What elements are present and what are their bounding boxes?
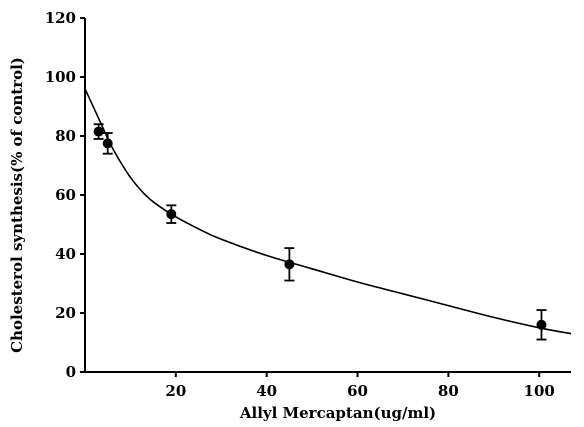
x-tick-label: 40 [256,382,277,400]
y-axis-title: Cholesterol synthesis(% of control) [8,57,26,353]
x-tick-label: 20 [165,382,186,400]
x-tick-label: 60 [347,382,368,400]
data-point [536,309,547,341]
y-tick-label: 40 [55,245,76,263]
data-marker [93,126,104,137]
data-marker [102,138,113,149]
y-axis-ticks: 0 20 40 60 80 100 120 [45,9,85,381]
data-marker [284,259,295,270]
data-point [284,247,295,282]
x-tick-label: 100 [524,382,555,400]
data-point [166,204,177,224]
data-marker [166,209,177,220]
x-axis-title: Allyl Mercaptan(ug/ml) [239,404,436,422]
y-tick-label: 0 [66,363,76,381]
y-tick-label: 60 [55,186,76,204]
data-marker [536,319,547,330]
data-point [93,123,104,140]
x-tick-label: 80 [438,382,459,400]
x-axis-ticks: 20 40 60 80 100 [165,372,555,400]
y-tick-label: 80 [55,127,76,145]
y-tick-label: 120 [45,9,76,27]
y-tick-label: 100 [45,68,76,86]
y-tick-label: 20 [55,304,76,322]
fit-curve [84,88,572,335]
data-points [93,123,547,341]
data-point [102,132,113,155]
